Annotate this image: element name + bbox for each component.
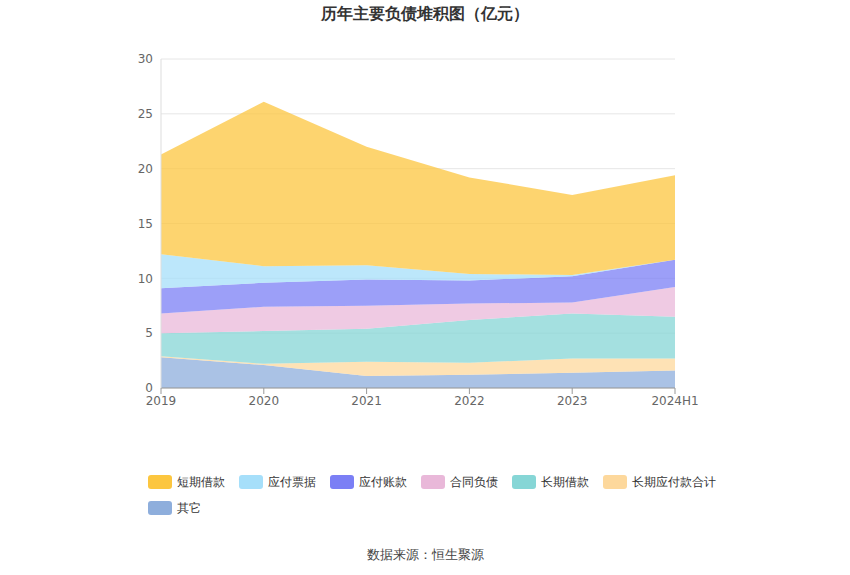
svg-text:2024H1: 2024H1: [651, 394, 698, 408]
html-text:长期借款: 长期借款: [541, 474, 589, 489]
html-text:数据来源：恒生聚源: 数据来源：恒生聚源: [366, 547, 484, 562]
svg-text:30: 30: [138, 52, 153, 66]
html-text:短期借款: 短期借款: [177, 474, 225, 489]
html-text:应付票据: 应付票据: [268, 474, 316, 489]
svg-text:2020: 2020: [249, 394, 280, 408]
svg-text:5: 5: [145, 326, 153, 340]
html-text:长期应付款合计: 长期应付款合计: [632, 474, 716, 489]
svg-text:15: 15: [138, 217, 153, 231]
svg-text:2023: 2023: [557, 394, 588, 408]
html-text:历年主要负债堆积图（亿元）: 历年主要负债堆积图（亿元）: [321, 4, 529, 23]
svg-text:2021: 2021: [351, 394, 382, 408]
svg-text:2022: 2022: [454, 394, 485, 408]
svg-text:25: 25: [138, 107, 153, 121]
svg-text:0: 0: [145, 381, 153, 395]
html-text:其它: 其它: [177, 500, 201, 515]
svg-text:20: 20: [138, 162, 153, 176]
html-text:合同负债: 合同负债: [450, 474, 498, 489]
html-text:应付账款: 应付账款: [359, 474, 407, 489]
svg-text:10: 10: [138, 272, 153, 286]
svg-text:2019: 2019: [146, 394, 177, 408]
